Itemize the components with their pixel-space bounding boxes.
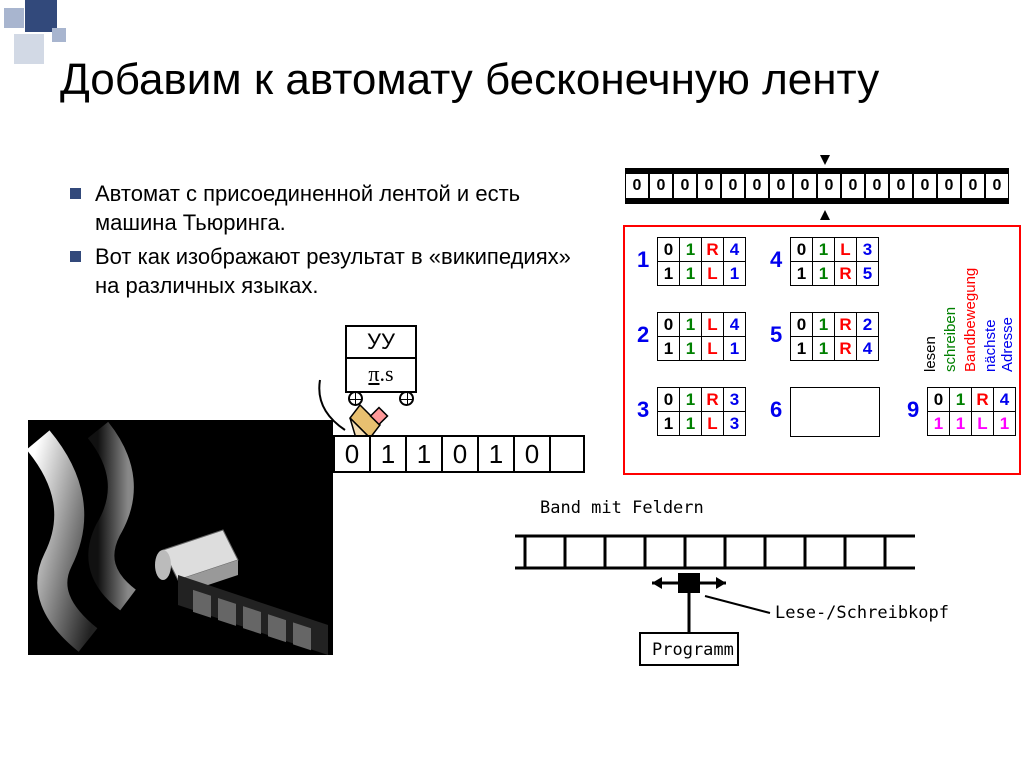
tape-cell: 0 xyxy=(673,173,697,199)
tape-cell: 0 xyxy=(985,173,1009,199)
tape-cell: 0 xyxy=(649,173,673,199)
german-diagram: Band mit Feldern Lese-/Schreibkopf xyxy=(510,498,960,693)
slide-title: Добавим к автомату бесконечную ленту xyxy=(60,55,980,106)
cart-top-label: УУ xyxy=(345,325,417,359)
tape-cell: 0 xyxy=(961,173,985,199)
state-number: 1 xyxy=(637,247,649,273)
tape-cell: 0 xyxy=(841,173,865,199)
state-table-empty xyxy=(790,387,880,437)
ribbon-3d-image xyxy=(28,420,333,655)
tape-cell: 0 xyxy=(769,173,793,199)
tape-cell: 0 xyxy=(333,435,369,473)
head-label: Lese-/Schreibkopf xyxy=(775,603,949,623)
tape-cell: 0 xyxy=(913,173,937,199)
top-tape: 0000000000000000 xyxy=(625,168,1009,204)
state-table: 01L411L1 xyxy=(657,312,746,361)
tape-cell: 0 xyxy=(745,173,769,199)
state-number: 5 xyxy=(770,322,782,348)
bullet-icon xyxy=(70,251,81,262)
tape-cell: 1 xyxy=(405,435,441,473)
state-table: 01R411L1 xyxy=(657,237,746,286)
tape-cell: 0 xyxy=(793,173,817,199)
head-arrow-up-icon xyxy=(820,210,830,220)
bullet-icon xyxy=(70,188,81,199)
bullet-list: Автомат с присоединенной лентой и есть м… xyxy=(70,180,590,306)
head-arrow-down-icon xyxy=(820,155,830,165)
program-label: Programm xyxy=(652,640,734,660)
tape-cell: 0 xyxy=(513,435,549,473)
state-number: 9 xyxy=(907,397,919,423)
bullet-text: Автомат с присоединенной лентой и есть м… xyxy=(95,180,590,237)
band-label: Band mit Feldern xyxy=(540,498,960,518)
state-number: 2 xyxy=(637,322,649,348)
tape-cell xyxy=(549,435,585,473)
bullet-text: Вот как изображают результат в «википеди… xyxy=(95,243,590,300)
tape-cell: 0 xyxy=(441,435,477,473)
state-table: 01R211R4 xyxy=(790,312,879,361)
column-label: nächste Adresse xyxy=(982,317,1016,372)
state-number: 3 xyxy=(637,397,649,423)
tape-cell: 0 xyxy=(865,173,889,199)
program-box: 1 01R411L1 2 01L411L1 3 01R311L3 4 01L311R5 5 01R… xyxy=(623,225,1021,475)
column-label: Bandbewegung xyxy=(962,268,979,372)
tape-cell: 1 xyxy=(369,435,405,473)
wheel-icon xyxy=(399,391,414,406)
tape-cell: 0 xyxy=(625,173,649,199)
state-number: 6 xyxy=(770,397,782,423)
column-label: schreiben xyxy=(942,307,959,372)
state-table: 01L311R5 xyxy=(790,237,879,286)
tape-cell: 0 xyxy=(817,173,841,199)
state-table: 01R411L1 xyxy=(927,387,1016,436)
column-label: lesen xyxy=(922,336,939,372)
corner-decoration xyxy=(0,0,95,62)
tape-cell: 0 xyxy=(889,173,913,199)
tape-cell: 0 xyxy=(937,173,961,199)
tape-cell: 0 xyxy=(697,173,721,199)
state-number: 4 xyxy=(770,247,782,273)
tape-cell: 1 xyxy=(477,435,513,473)
state-table: 01R311L3 xyxy=(657,387,746,436)
tape-cell: 0 xyxy=(721,173,745,199)
